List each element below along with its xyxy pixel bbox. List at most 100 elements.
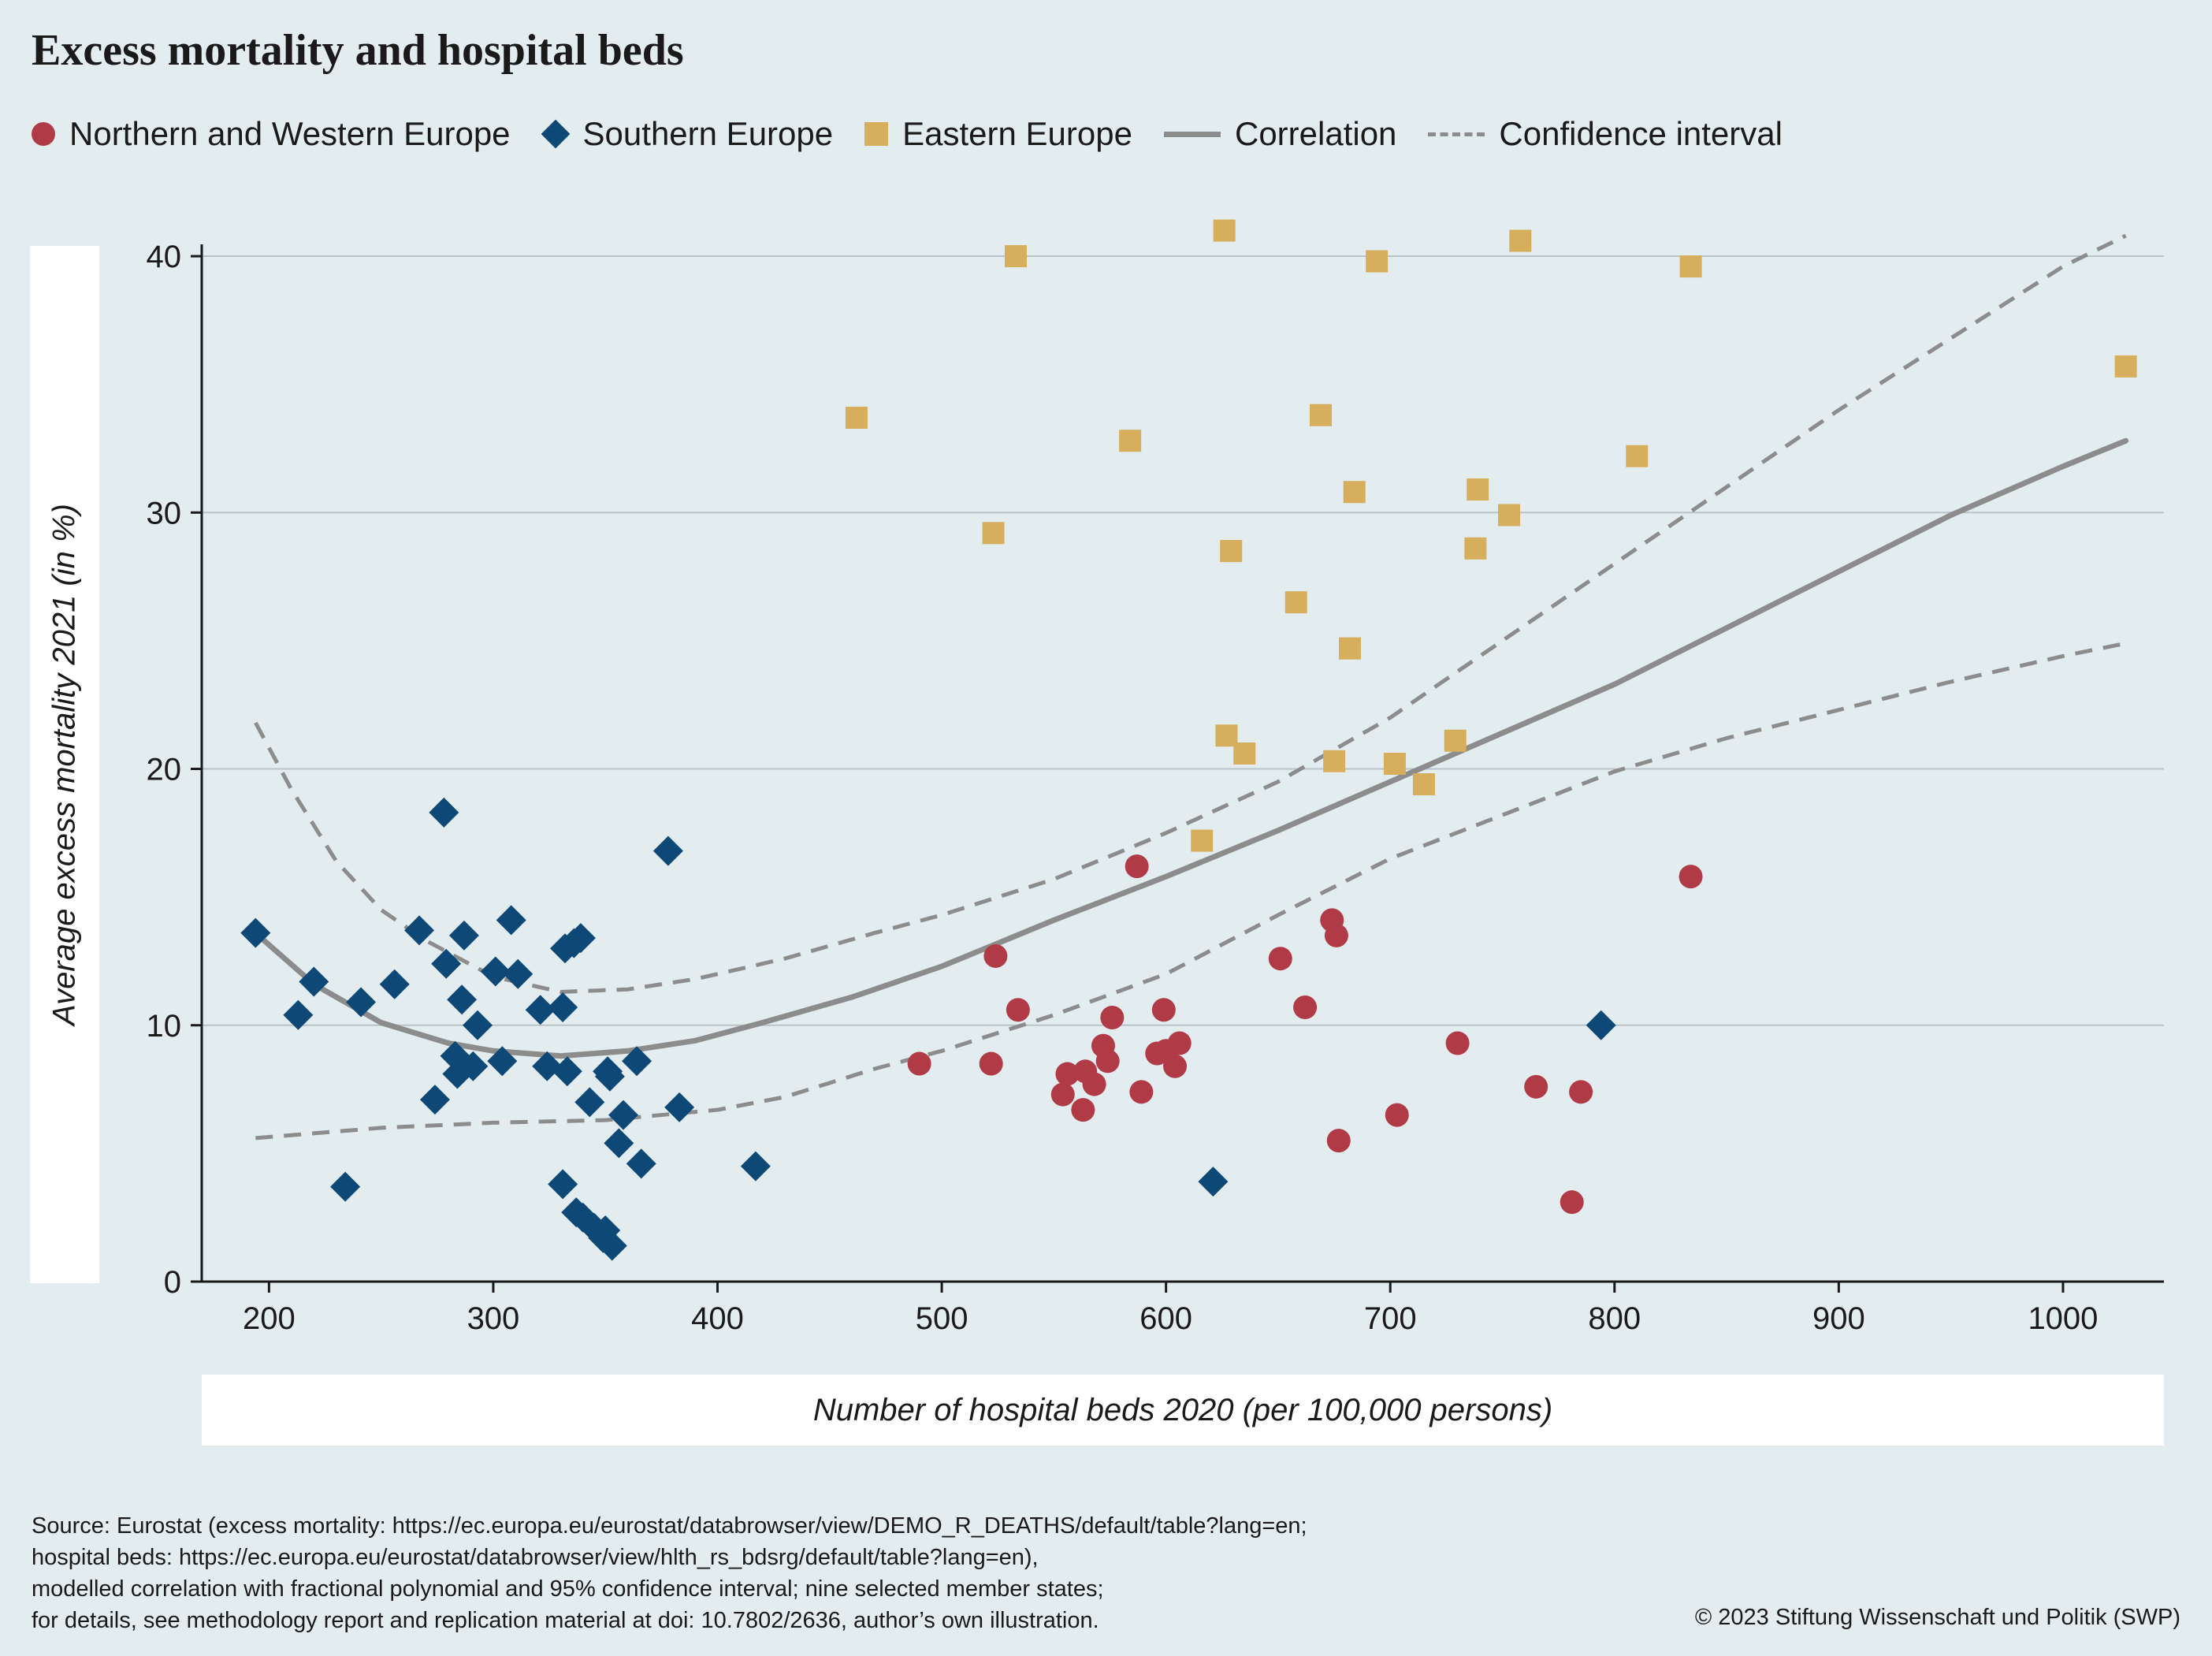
point-eastern bbox=[1119, 430, 1142, 452]
legend-label: Northern and Western Europe bbox=[69, 115, 511, 152]
point-southern bbox=[448, 920, 479, 951]
point-southern bbox=[664, 1092, 695, 1122]
point-northern-western bbox=[907, 1051, 931, 1076]
legend-item-southern: Southern Europe bbox=[541, 115, 834, 153]
point-southern bbox=[503, 958, 533, 989]
point-eastern bbox=[1366, 250, 1389, 273]
copyright-note: © 2023 Stiftung Wissenschaft und Politik… bbox=[1694, 1605, 2180, 1630]
y-tick-label: 30 bbox=[147, 496, 182, 530]
point-southern bbox=[652, 835, 683, 866]
point-southern bbox=[532, 1051, 563, 1081]
y-tick-label: 10 bbox=[147, 1009, 182, 1044]
point-northern-western bbox=[1055, 1062, 1080, 1086]
point-northern-western bbox=[1560, 1190, 1584, 1215]
point-eastern bbox=[2114, 355, 2137, 378]
point-southern bbox=[1586, 1010, 1616, 1040]
point-northern-western bbox=[983, 943, 1008, 968]
point-northern-western bbox=[1100, 1006, 1125, 1030]
point-southern bbox=[548, 992, 578, 1022]
point-southern bbox=[379, 969, 410, 999]
point-eastern bbox=[845, 406, 868, 429]
legend: Northern and Western Europe Southern Eur… bbox=[32, 110, 1783, 158]
point-northern-western bbox=[1151, 998, 1176, 1022]
point-eastern bbox=[1310, 404, 1333, 426]
point-northern-western bbox=[1125, 854, 1149, 879]
x-tick-label: 400 bbox=[691, 1301, 744, 1336]
point-eastern bbox=[982, 522, 1005, 545]
point-southern bbox=[594, 1061, 625, 1092]
solid-line-icon bbox=[1163, 131, 1221, 137]
source-line: Source: Eurostat (excess mortality: http… bbox=[32, 1513, 1307, 1539]
source-note: Source: Eurostat (excess mortality: http… bbox=[32, 1510, 1307, 1636]
confidence-lower-line bbox=[255, 641, 2127, 1141]
x-tick-label: 600 bbox=[1139, 1301, 1192, 1336]
point-northern-western bbox=[1324, 923, 1348, 947]
point-eastern bbox=[1467, 478, 1489, 501]
point-eastern bbox=[1343, 481, 1366, 504]
dashed-line-icon bbox=[1428, 132, 1485, 136]
point-southern bbox=[626, 1148, 656, 1179]
circle-marker-icon bbox=[32, 122, 55, 146]
point-southern bbox=[574, 1087, 605, 1118]
point-southern bbox=[299, 966, 329, 997]
point-northern-western bbox=[1095, 1049, 1120, 1074]
point-southern bbox=[283, 999, 314, 1030]
point-southern bbox=[487, 1046, 518, 1077]
x-tick-label: 500 bbox=[916, 1301, 968, 1336]
point-southern bbox=[597, 1230, 627, 1261]
x-axis-label: Number of hospital beds 2020 (per 100,00… bbox=[812, 1392, 1553, 1427]
point-southern bbox=[447, 984, 478, 1015]
point-southern bbox=[622, 1046, 652, 1077]
point-southern bbox=[565, 923, 596, 954]
point-northern-western bbox=[1524, 1074, 1548, 1099]
square-marker-icon bbox=[864, 122, 889, 146]
point-eastern bbox=[1498, 504, 1521, 527]
point-northern-western bbox=[1326, 1129, 1351, 1153]
point-southern bbox=[552, 1056, 582, 1087]
point-eastern bbox=[1509, 229, 1532, 252]
point-northern-western bbox=[1569, 1080, 1593, 1104]
x-tick-label: 700 bbox=[1364, 1301, 1417, 1336]
y-tick-label: 20 bbox=[147, 753, 182, 787]
point-eastern bbox=[1213, 219, 1236, 242]
point-southern bbox=[458, 1051, 489, 1081]
point-southern bbox=[1198, 1167, 1229, 1197]
point-eastern bbox=[1191, 829, 1214, 852]
point-eastern bbox=[1220, 540, 1243, 563]
point-northern-western bbox=[1050, 1082, 1075, 1107]
point-northern-western bbox=[979, 1051, 1003, 1076]
point-northern-western bbox=[1679, 865, 1703, 889]
point-southern bbox=[496, 905, 526, 936]
point-eastern bbox=[1679, 255, 1702, 278]
source-line: modelled correlation with fractional pol… bbox=[32, 1576, 1104, 1602]
point-southern bbox=[429, 797, 459, 828]
point-southern bbox=[330, 1171, 361, 1202]
point-southern bbox=[404, 915, 435, 946]
y-axis-label-panel bbox=[30, 246, 99, 1283]
legend-label: Correlation bbox=[1234, 115, 1397, 152]
chart-title: Excess mortality and hospital beds bbox=[32, 26, 684, 75]
point-southern bbox=[480, 956, 511, 987]
point-eastern bbox=[1284, 591, 1307, 614]
point-northern-western bbox=[1082, 1072, 1106, 1096]
legend-item-eastern: Eastern Europe bbox=[864, 115, 1132, 153]
point-southern bbox=[604, 1128, 634, 1159]
legend-label: Southern Europe bbox=[582, 115, 834, 152]
x-tick-label: 200 bbox=[243, 1301, 296, 1336]
point-southern bbox=[463, 1010, 493, 1040]
point-eastern bbox=[1339, 637, 1362, 660]
point-northern-western bbox=[1268, 947, 1292, 971]
point-eastern bbox=[1464, 537, 1487, 560]
y-tick-label: 0 bbox=[164, 1265, 181, 1300]
point-eastern bbox=[1444, 729, 1467, 752]
point-southern bbox=[740, 1151, 771, 1182]
y-tick-label: 40 bbox=[147, 240, 182, 274]
confidence-upper-line bbox=[254, 233, 2127, 995]
legend-item-confidence-interval: Confidence interval bbox=[1428, 115, 1783, 153]
source-line: hospital beds: https://ec.europa.eu/euro… bbox=[32, 1545, 1039, 1570]
point-southern bbox=[346, 987, 377, 1018]
point-northern-western bbox=[1006, 998, 1030, 1022]
point-northern-western bbox=[1385, 1103, 1409, 1127]
legend-label: Confidence interval bbox=[1499, 115, 1783, 152]
